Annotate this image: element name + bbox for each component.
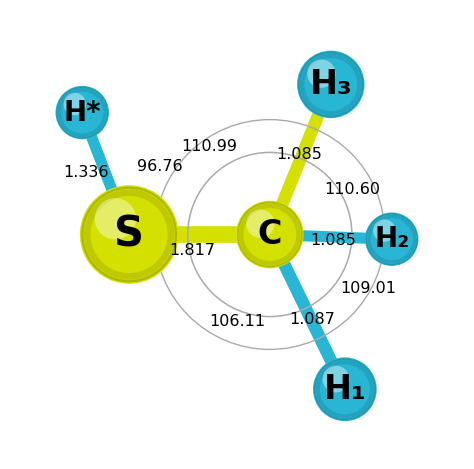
Text: 1.085: 1.085	[276, 147, 322, 162]
Circle shape	[80, 185, 178, 284]
Text: 106.11: 106.11	[209, 314, 265, 329]
Text: 1.087: 1.087	[289, 312, 335, 327]
Circle shape	[365, 212, 419, 266]
Text: 109.01: 109.01	[340, 281, 396, 296]
Text: H₁: H₁	[323, 373, 366, 406]
Text: 1.085: 1.085	[310, 233, 356, 248]
Text: C: C	[257, 218, 282, 251]
Circle shape	[297, 51, 365, 118]
Circle shape	[236, 201, 304, 268]
Circle shape	[373, 219, 395, 242]
Text: 110.60: 110.60	[324, 182, 380, 197]
Circle shape	[55, 86, 109, 139]
Text: 1.336: 1.336	[63, 165, 109, 180]
Text: H*: H*	[64, 98, 101, 127]
Circle shape	[313, 357, 377, 421]
Circle shape	[64, 93, 86, 115]
Circle shape	[307, 60, 336, 88]
Text: 1.817: 1.817	[169, 243, 216, 258]
Circle shape	[322, 366, 349, 393]
Text: H₂: H₂	[374, 225, 410, 253]
Text: 110.99: 110.99	[181, 139, 237, 154]
Text: S: S	[114, 213, 144, 256]
Circle shape	[95, 198, 136, 240]
Circle shape	[246, 210, 274, 238]
Text: H₃: H₃	[310, 68, 352, 101]
Text: 96.76: 96.76	[137, 159, 182, 174]
